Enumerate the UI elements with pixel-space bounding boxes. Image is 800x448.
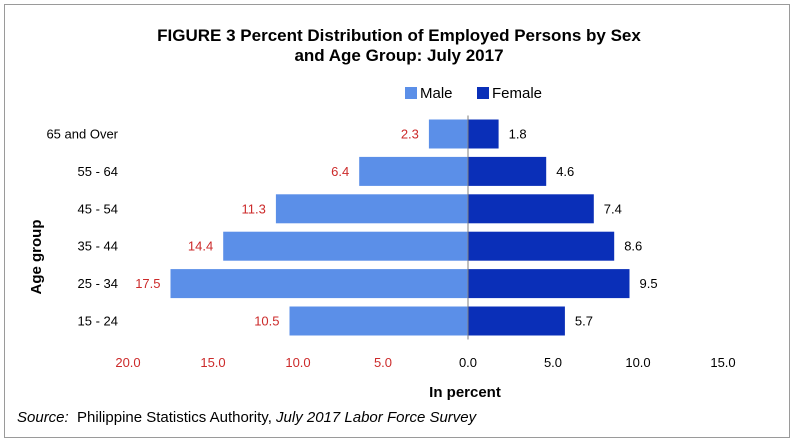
bar-male (223, 231, 468, 261)
bar-male (289, 306, 468, 336)
data-label-male: 6.4 (331, 164, 349, 179)
bar-male (359, 156, 468, 186)
chart-frame: FIGURE 3 Percent Distribution of Employe… (4, 4, 790, 438)
bar-female (468, 231, 615, 261)
legend-label-female: Female (492, 85, 542, 102)
chart-title-line-2: and Age Group: July 2017 (294, 46, 503, 65)
data-label-male: 11.3 (242, 201, 266, 216)
x-tick-label: 15.0 (710, 355, 735, 370)
bars (170, 119, 630, 336)
x-tick-label: 15.0 (200, 355, 225, 370)
data-labels: 2.3 1.8 6.4 4.6 11.3 7.4 14.4 8.6 17.5 9.5 10.5 5.7 (135, 127, 657, 329)
y-tick-label: 45 - 54 (78, 201, 118, 216)
x-tick-label: 10.0 (625, 355, 650, 370)
bar-female (468, 156, 547, 186)
data-label-male: 2.3 (401, 127, 419, 142)
data-label-female: 5.7 (575, 314, 593, 329)
legend-label-male: Male (420, 85, 453, 102)
bar-female (468, 119, 499, 149)
bar-male (170, 269, 468, 299)
x-tick-label: 10.0 (285, 355, 310, 370)
legend: Male Female (405, 85, 542, 102)
bar-male (428, 119, 468, 149)
bar-female (468, 306, 565, 336)
x-axis-title: In percent (429, 384, 501, 401)
source-prefix: Source: (17, 409, 69, 426)
x-tick-label: 20.0 (115, 355, 140, 370)
bar-female (468, 269, 630, 299)
data-label-female: 8.6 (624, 239, 642, 254)
y-tick-label: 15 - 24 (78, 314, 118, 329)
y-axis-title: Age group (28, 220, 45, 295)
data-label-male: 17.5 (135, 276, 160, 291)
x-tick-label: 0.0 (459, 355, 477, 370)
data-label-female: 9.5 (640, 276, 658, 291)
chart: FIGURE 3 Percent Distribution of Employe… (17, 26, 736, 426)
source-org: Philippine Statistics Authority, (69, 409, 276, 426)
bar-female (468, 194, 594, 224)
source-note: Source: Philippine Statistics Authority,… (17, 409, 478, 426)
x-tick-labels: 20.0 15.0 10.0 5.0 0.0 5.0 10.0 15.0 (115, 355, 735, 370)
y-tick-label: 65 and Over (46, 127, 118, 142)
y-tick-label: 35 - 44 (78, 239, 118, 254)
legend-swatch-male (405, 87, 417, 99)
chart-title-line-1: FIGURE 3 Percent Distribution of Employe… (157, 26, 641, 45)
x-tick-label: 5.0 (374, 355, 392, 370)
source-doc: July 2017 Labor Force Survey (275, 409, 478, 426)
data-label-male: 14.4 (188, 239, 213, 254)
bar-male (275, 194, 468, 224)
x-tick-label: 5.0 (544, 355, 562, 370)
y-tick-label: 25 - 34 (78, 276, 118, 291)
data-label-male: 10.5 (254, 314, 279, 329)
data-label-female: 1.8 (509, 127, 527, 142)
data-label-female: 7.4 (604, 201, 622, 216)
y-tick-labels: 65 and Over 55 - 64 45 - 54 35 - 44 25 - 34 1… (46, 127, 118, 329)
y-tick-label: 55 - 64 (78, 164, 118, 179)
data-label-female: 4.6 (556, 164, 574, 179)
legend-swatch-female (477, 87, 489, 99)
